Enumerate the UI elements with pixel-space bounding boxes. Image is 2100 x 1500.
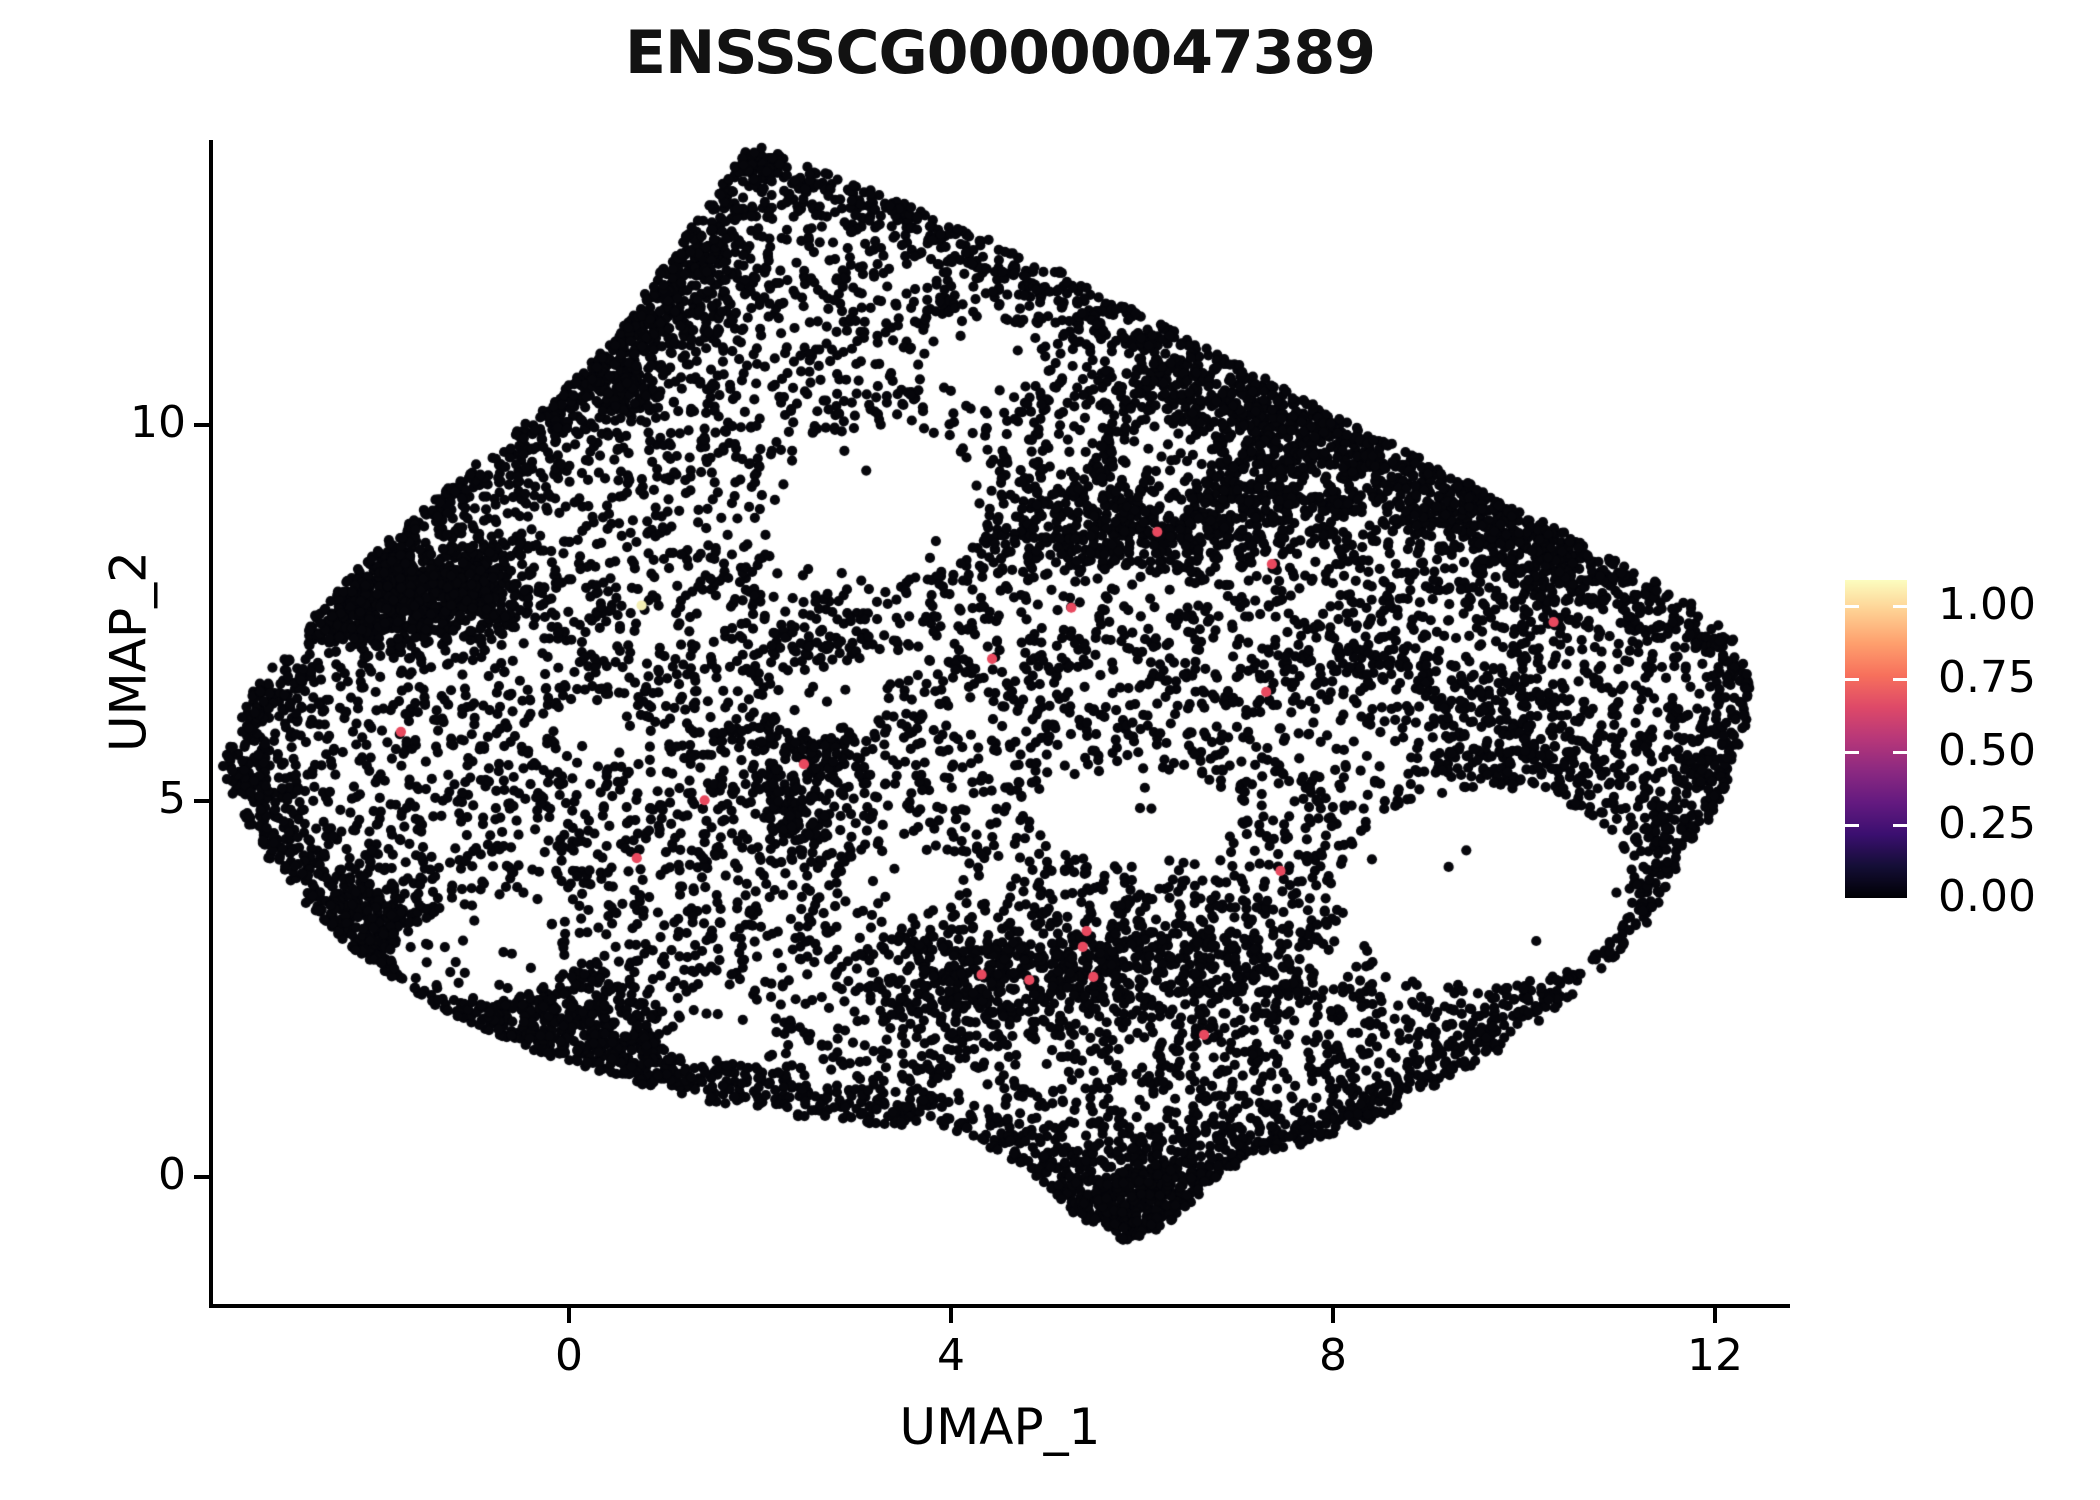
y-tick-label: 10 <box>130 397 186 448</box>
y-tick-mark <box>194 799 209 803</box>
x-tick-mark <box>1713 1308 1717 1323</box>
y-tick-label: 0 <box>158 1149 186 1200</box>
colorbar-tick-mark <box>1845 605 1859 609</box>
colorbar-tick-label: 0.50 <box>1938 725 2036 777</box>
colorbar-tick-mark <box>1893 678 1907 682</box>
y-tick-mark <box>194 423 209 427</box>
umap-scatter-canvas <box>150 105 1850 1335</box>
colorbar-tick-label: 0.75 <box>1938 652 2036 704</box>
y-axis-label: UMAP_2 <box>99 551 158 752</box>
y-tick-label: 5 <box>158 773 186 824</box>
colorbar-tick-mark <box>1845 751 1859 755</box>
y-tick-mark <box>194 1175 209 1179</box>
y-axis-line <box>209 140 213 1308</box>
x-tick-mark <box>1331 1308 1335 1323</box>
x-tick-label: 8 <box>1319 1330 1347 1381</box>
colorbar-tick-mark <box>1845 678 1859 682</box>
colorbar-tick-label: 0.25 <box>1938 798 2036 850</box>
colorbar-tick-mark <box>1845 824 1859 828</box>
x-tick-label: 12 <box>1687 1330 1743 1381</box>
expression-colorbar <box>1845 580 1907 898</box>
x-axis-label: UMAP_1 <box>899 1398 1101 1456</box>
x-tick-label: 0 <box>555 1330 583 1381</box>
x-tick-mark <box>949 1308 953 1323</box>
colorbar-tick-mark <box>1893 824 1907 828</box>
colorbar-tick-label: 0.00 <box>1938 871 2036 922</box>
x-tick-label: 4 <box>937 1330 965 1381</box>
x-tick-mark <box>567 1308 571 1323</box>
colorbar-tick-label: 1.00 <box>1938 579 2036 631</box>
plot-title: ENSSSCG00000047389 <box>625 18 1376 88</box>
x-axis-line <box>209 1304 1790 1308</box>
colorbar-tick-mark <box>1893 605 1907 609</box>
colorbar-tick-mark <box>1893 751 1907 755</box>
